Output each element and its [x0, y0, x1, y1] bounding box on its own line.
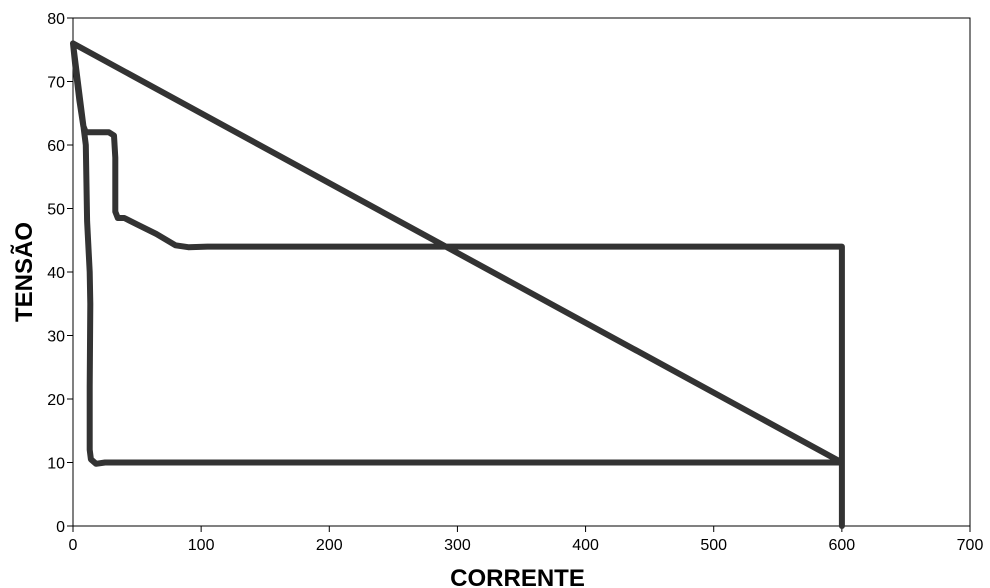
x-axis: 0 100 200 300 400 500 600 700: [69, 526, 984, 554]
x-tick-label: 200: [316, 537, 343, 554]
x-tick-label: 600: [829, 537, 856, 554]
x-tick-label: 100: [188, 537, 215, 554]
y-axis: 0 10 20 30 40 50 60 70 80: [47, 11, 73, 536]
y-tick-label: 50: [47, 202, 65, 219]
y-tick-label: 60: [47, 138, 65, 155]
y-tick-label: 20: [47, 392, 65, 409]
y-tick-label: 40: [47, 265, 65, 282]
y-axis-title: TENSÃO: [10, 222, 38, 322]
x-tick-label: 700: [957, 537, 984, 554]
x-tick-label: 0: [69, 537, 78, 554]
x-tick-label: 300: [444, 537, 471, 554]
y-tick-label: 10: [47, 456, 65, 473]
y-tick-label: 0: [56, 519, 65, 536]
x-tick-label: 400: [572, 537, 599, 554]
series-line: [70, 40, 845, 529]
y-tick-label: 70: [47, 75, 65, 92]
x-axis-title: CORRENTE: [450, 565, 585, 588]
series-layer: [70, 40, 845, 529]
plot-area: 0 100 200 300 400 500 600 700 0 10 20 30 40 50 60 70 80: [47, 11, 983, 554]
x-tick-label: 500: [700, 537, 727, 554]
y-tick-label: 80: [47, 11, 65, 28]
y-tick-label: 30: [47, 329, 65, 346]
